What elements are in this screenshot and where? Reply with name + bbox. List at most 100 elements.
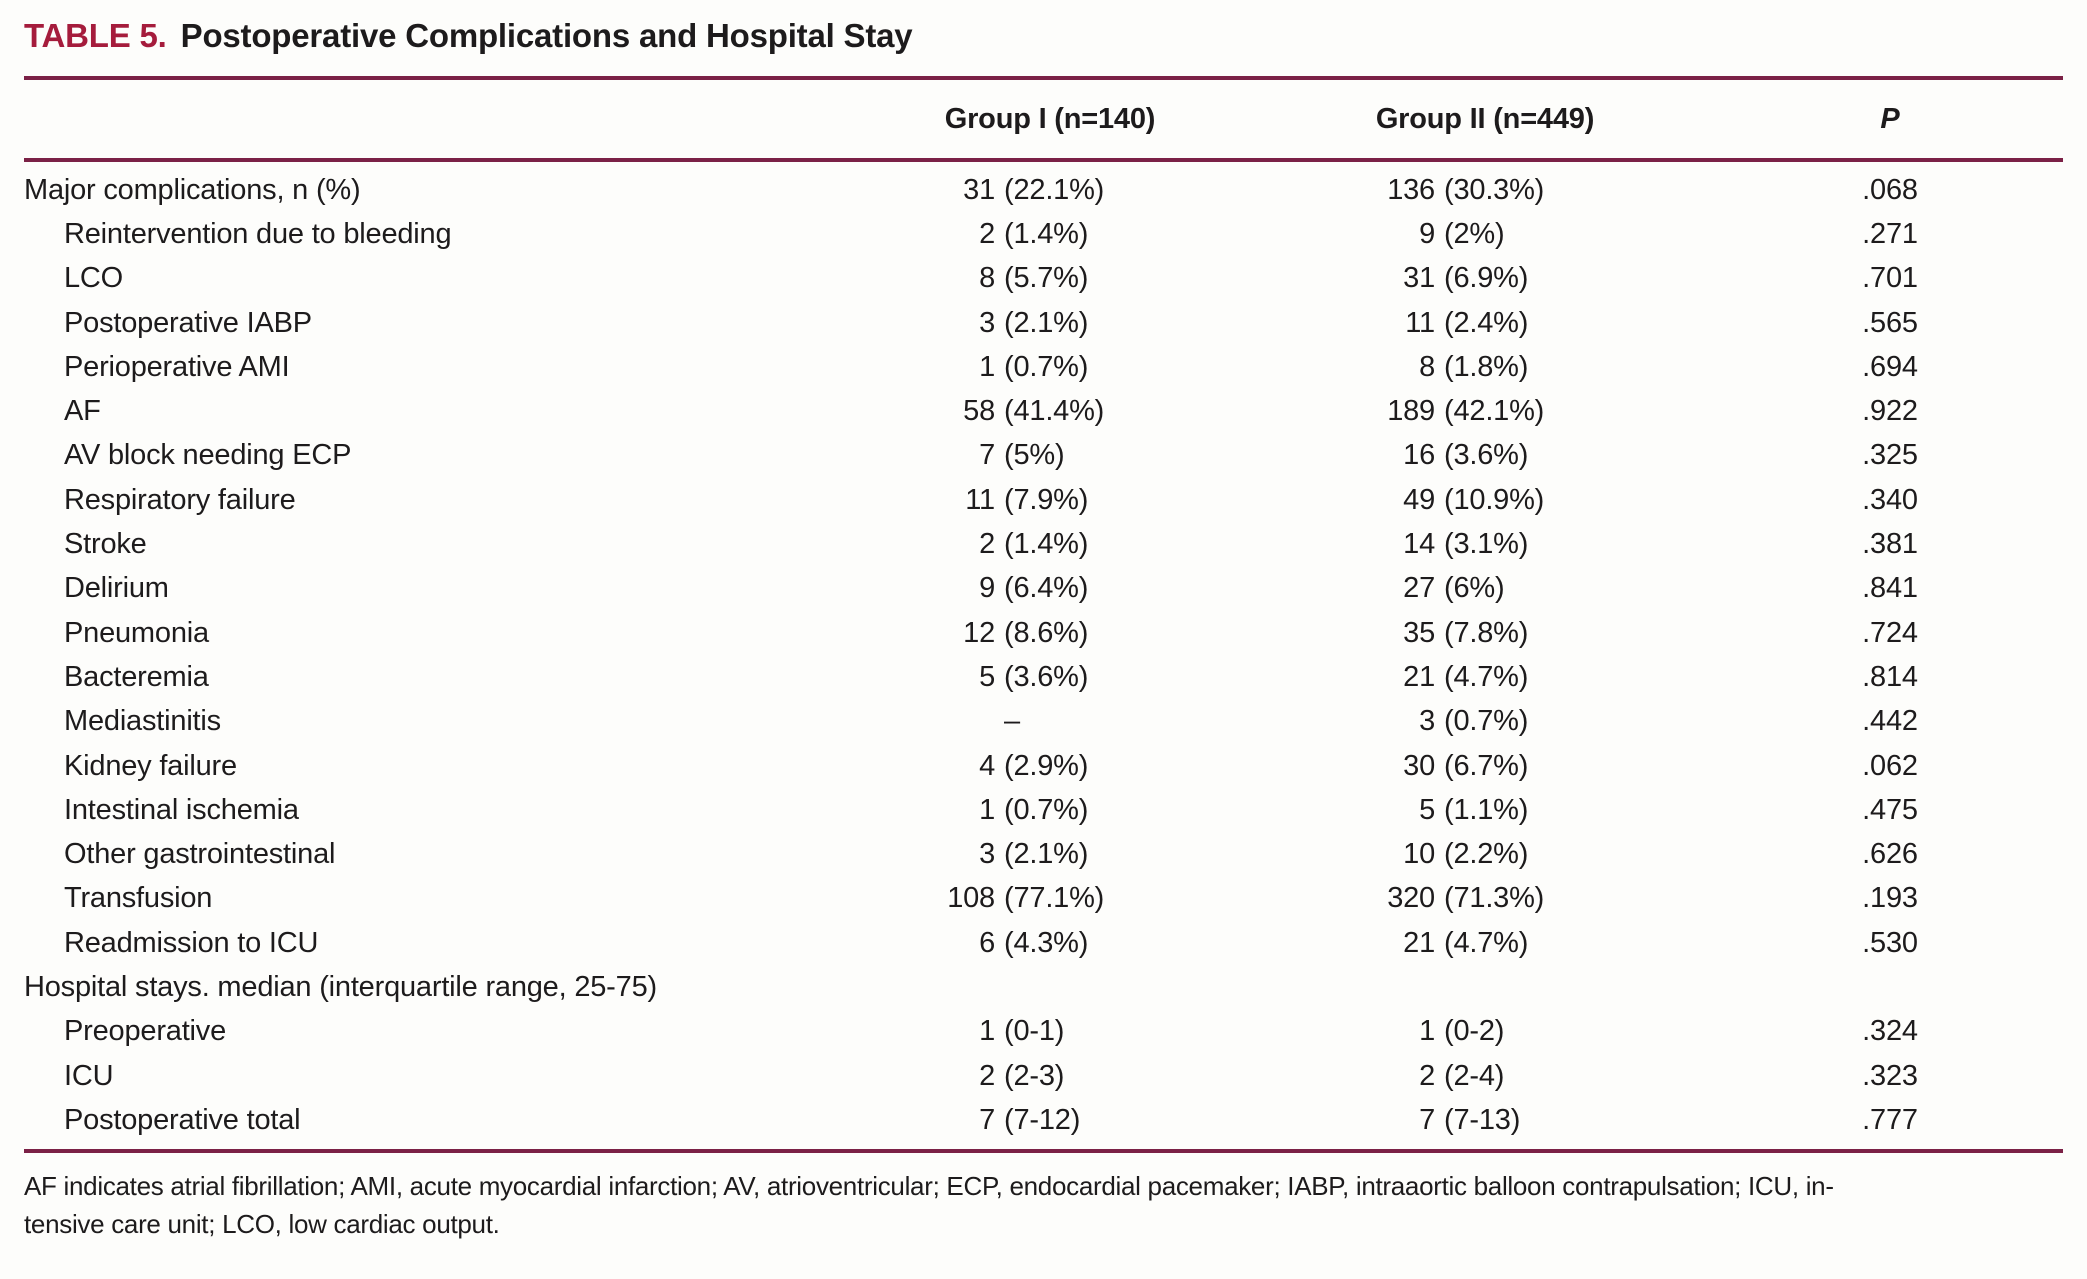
- group1-percent: (0-1): [1004, 1015, 1065, 1048]
- table-row: Intestinal ischemia 1 (0.7%) 5 (1.1%) .475: [24, 788, 2063, 832]
- group2-percent: (3.1%): [1444, 528, 1529, 561]
- group1-count: 7: [979, 1103, 995, 1136]
- p-value: .626: [1862, 838, 1918, 871]
- group1-value: 1 (0.7%): [900, 351, 1200, 384]
- group2-percent: (10.9%): [1444, 483, 1545, 516]
- group2-value: 49 (10.9%): [1330, 484, 1640, 517]
- group1-percent: (41.4%): [1004, 395, 1105, 428]
- p-value: .324: [1862, 1015, 1918, 1048]
- table-row: AV block needing ECP 7 (5%) 16 (3.6%) .325: [24, 434, 2063, 478]
- group2-percent: (7-13): [1444, 1103, 1521, 1136]
- table-row: Readmission to ICU 6 (4.3%) 21 (4.7%) .530: [24, 921, 2063, 965]
- group1-count: 5: [979, 660, 995, 693]
- table-row: Reintervention due to bleeding 2 (1.4%) 9…: [24, 212, 2063, 256]
- group1-count: 1: [979, 1015, 995, 1048]
- group1-value: 9 (6.4%): [900, 572, 1200, 605]
- group1-value: 108 (77.1%): [900, 882, 1200, 915]
- group1-count: 1: [979, 350, 995, 383]
- group1-percent: (22.1%): [1004, 173, 1105, 206]
- group1-percent: (2.1%): [1004, 306, 1089, 339]
- group2-count: 11: [1405, 306, 1435, 339]
- table-row: Mediastinitis – 3 (0.7%) .442: [24, 700, 2063, 744]
- group1-percent: (7-12): [1004, 1103, 1081, 1136]
- group2-percent: (42.1%): [1444, 395, 1545, 428]
- group2-value: 30 (6.7%): [1330, 750, 1640, 783]
- group2-percent: (2%): [1444, 217, 1505, 250]
- group2-percent: (6.9%): [1444, 262, 1529, 295]
- table-body: Major complications, n (%) 31 (22.1%) 136…: [24, 162, 2063, 1143]
- group2-percent: (30.3%): [1444, 173, 1545, 206]
- table-row: Respiratory failure 11 (7.9%) 49 (10.9%) .…: [24, 478, 2063, 522]
- group1-percent: (8.6%): [1004, 616, 1089, 649]
- footnote-line-2: tensive care unit; LCO, low cardiac outp…: [24, 1208, 500, 1239]
- row-label: Preoperative: [64, 1015, 227, 1048]
- group2-percent: (1.1%): [1444, 793, 1529, 826]
- group2-percent: (7.8%): [1444, 616, 1529, 649]
- group2-percent: (4.7%): [1444, 926, 1529, 959]
- group1-value: 2 (2-3): [900, 1060, 1200, 1093]
- group2-count: 8: [1419, 350, 1435, 383]
- group2-count: 189: [1387, 395, 1435, 428]
- p-value: .922: [1862, 395, 1918, 428]
- group1-percent: (1.4%): [1004, 528, 1089, 561]
- row-label: Pneumonia: [64, 616, 209, 649]
- group2-percent: (6%): [1444, 572, 1505, 605]
- row-label: Hospital stays. median (interquartile ra…: [24, 970, 657, 1003]
- group2-value: 136 (30.3%): [1330, 174, 1640, 207]
- row-label: Perioperative AMI: [64, 350, 290, 383]
- group2-value: 16 (3.6%): [1330, 439, 1640, 472]
- group1-value: 1 (0.7%): [900, 794, 1200, 827]
- group2-count: 27: [1403, 572, 1435, 605]
- table-row: Delirium 9 (6.4%) 27 (6%) .841: [24, 567, 2063, 611]
- group2-value: 2 (2-4): [1330, 1060, 1640, 1093]
- group2-value: 320 (71.3%): [1330, 882, 1640, 915]
- group2-count: 5: [1419, 793, 1435, 826]
- group2-percent: (71.3%): [1444, 882, 1545, 915]
- group2-value: 35 (7.8%): [1330, 617, 1640, 650]
- row-label: Other gastrointestinal: [64, 838, 336, 871]
- group1-count: 8: [979, 262, 995, 295]
- group1-percent: (2.9%): [1004, 749, 1089, 782]
- group2-value: 3 (0.7%): [1330, 705, 1640, 738]
- group2-percent: (0-2): [1444, 1015, 1505, 1048]
- row-label: Postoperative total: [64, 1103, 301, 1136]
- p-value: .442: [1862, 705, 1918, 738]
- group2-count: 10: [1403, 838, 1435, 871]
- row-label: Transfusion: [64, 882, 213, 915]
- table-row: Bacteremia 5 (3.6%) 21 (4.7%) .814: [24, 655, 2063, 699]
- column-header-group2: Group II (n=449): [1375, 102, 1595, 135]
- header-rule: [24, 158, 2063, 162]
- group1-percent: (6.4%): [1004, 572, 1089, 605]
- group1-value: 5 (3.6%): [900, 661, 1200, 694]
- p-value: .340: [1862, 483, 1918, 516]
- group2-value: 11 (2.4%): [1330, 307, 1640, 340]
- table-row: Pneumonia 12 (8.6%) 35 (7.8%) .724: [24, 611, 2063, 655]
- group2-count: 16: [1403, 439, 1435, 472]
- group1-percent: (2-3): [1004, 1059, 1065, 1092]
- p-value: .565: [1862, 306, 1918, 339]
- group1-count: 11: [965, 483, 995, 516]
- group2-value: 1 (0-2): [1330, 1015, 1640, 1048]
- group1-value: 6 (4.3%): [900, 927, 1200, 960]
- group1-percent: (0.7%): [1004, 793, 1089, 826]
- group1-count: 7: [979, 439, 995, 472]
- bottom-rule: [24, 1148, 2063, 1153]
- footnote-line-1: AF indicates atrial fibrillation; AMI, a…: [24, 1170, 1834, 1201]
- group1-percent: (7.9%): [1004, 483, 1089, 516]
- group2-count: 35: [1403, 616, 1435, 649]
- group1-percent: (77.1%): [1004, 882, 1105, 915]
- group2-value: 10 (2.2%): [1330, 838, 1640, 871]
- table-row: Kidney failure 4 (2.9%) 30 (6.7%) .062: [24, 744, 2063, 788]
- group1-value: 12 (8.6%): [900, 617, 1200, 650]
- group1-value: 31 (22.1%): [900, 174, 1200, 207]
- row-label: AF: [64, 395, 101, 428]
- table-header-row: Group I (n=140) Group II (n=449) P: [24, 80, 2063, 158]
- table-row: ICU 2 (2-3) 2 (2-4) .323: [24, 1054, 2063, 1098]
- row-label: Major complications, n (%): [24, 173, 361, 206]
- row-label: Postoperative IABP: [64, 306, 312, 339]
- table-row: Perioperative AMI 1 (0.7%) 8 (1.8%) .694: [24, 345, 2063, 389]
- table-row: Postoperative total 7 (7-12) 7 (7-13) .777: [24, 1098, 2063, 1142]
- group1-value: 3 (2.1%): [900, 838, 1200, 871]
- group2-percent: (1.8%): [1444, 350, 1529, 383]
- column-header-p: P: [1880, 102, 1900, 135]
